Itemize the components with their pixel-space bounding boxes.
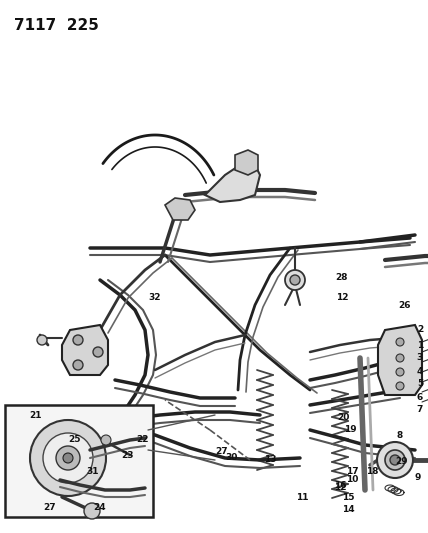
Text: 24: 24 — [94, 504, 106, 513]
Text: 9: 9 — [415, 473, 421, 482]
Text: 13: 13 — [264, 456, 276, 464]
FancyBboxPatch shape — [5, 405, 153, 517]
Text: 21: 21 — [29, 410, 41, 419]
Text: 25: 25 — [69, 435, 81, 445]
Circle shape — [63, 453, 73, 463]
Text: 12: 12 — [336, 294, 348, 303]
Circle shape — [390, 455, 400, 465]
Circle shape — [73, 335, 83, 345]
Text: 7117  225: 7117 225 — [14, 18, 99, 33]
Circle shape — [290, 275, 300, 285]
Text: 18: 18 — [366, 467, 378, 477]
Circle shape — [43, 433, 93, 483]
Text: 2: 2 — [417, 326, 423, 335]
Text: 10: 10 — [346, 475, 358, 484]
Text: 4: 4 — [417, 367, 423, 376]
Text: 19: 19 — [344, 425, 357, 434]
Text: 27: 27 — [216, 448, 228, 456]
Circle shape — [84, 503, 100, 519]
Polygon shape — [378, 325, 422, 395]
Circle shape — [396, 354, 404, 362]
Text: 22: 22 — [137, 435, 149, 445]
Text: 29: 29 — [396, 457, 408, 466]
Text: 11: 11 — [296, 494, 308, 503]
Circle shape — [385, 450, 405, 470]
Text: 32: 32 — [149, 294, 161, 303]
Text: 8: 8 — [397, 431, 403, 440]
Circle shape — [396, 382, 404, 390]
Circle shape — [37, 335, 47, 345]
Text: 26: 26 — [399, 301, 411, 310]
Circle shape — [101, 435, 111, 445]
Text: 15: 15 — [342, 492, 354, 502]
Circle shape — [285, 270, 305, 290]
Text: 1: 1 — [417, 341, 423, 350]
Text: 6: 6 — [417, 392, 423, 401]
Polygon shape — [62, 325, 108, 375]
Polygon shape — [235, 150, 258, 175]
Text: 3: 3 — [417, 353, 423, 362]
Polygon shape — [205, 165, 260, 202]
Text: 12: 12 — [334, 483, 346, 492]
Text: 7: 7 — [417, 406, 423, 415]
Text: 5: 5 — [417, 379, 423, 389]
Text: 30: 30 — [226, 454, 238, 463]
Text: 31: 31 — [87, 467, 99, 477]
Circle shape — [396, 338, 404, 346]
Text: 20: 20 — [337, 414, 349, 423]
Circle shape — [93, 347, 103, 357]
Circle shape — [377, 442, 413, 478]
Text: 23: 23 — [122, 450, 134, 459]
Circle shape — [105, 420, 135, 450]
Text: 17: 17 — [346, 467, 358, 477]
Circle shape — [112, 427, 128, 443]
Circle shape — [56, 446, 80, 470]
Text: 28: 28 — [336, 273, 348, 282]
Polygon shape — [165, 198, 195, 220]
Text: 16: 16 — [334, 481, 346, 489]
Text: 14: 14 — [342, 505, 354, 514]
Circle shape — [396, 368, 404, 376]
Text: 27: 27 — [44, 504, 56, 513]
Circle shape — [73, 360, 83, 370]
Circle shape — [30, 420, 106, 496]
